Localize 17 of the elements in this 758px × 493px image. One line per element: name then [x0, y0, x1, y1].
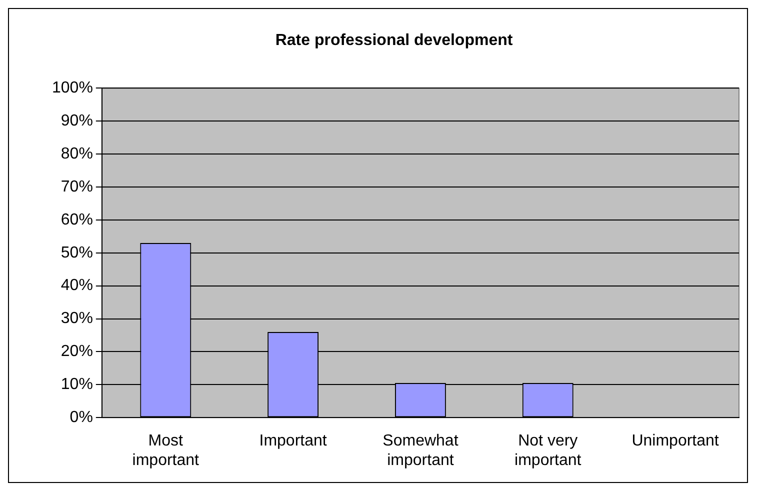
x-tick-label: Not very important: [514, 432, 582, 469]
y-tick-label: 50%: [60, 244, 93, 262]
y-tick-label: 30%: [60, 310, 93, 328]
y-tick-label: 100%: [52, 80, 93, 97]
y-tick-label: 80%: [60, 145, 93, 162]
y-tick-label: 60%: [60, 211, 93, 228]
chart-title: Rate professional development: [275, 32, 514, 50]
y-tick-label: 20%: [60, 343, 93, 360]
y-tick-label: 40%: [60, 277, 93, 294]
x-tick-label: Important: [259, 432, 328, 450]
x-tick-label: Unimportant: [632, 432, 720, 450]
y-tick-label: 70%: [60, 178, 93, 196]
y-tick-label: 10%: [60, 376, 93, 394]
x-tick-label: Somewhat important: [382, 432, 459, 469]
x-tick-label: Most important: [132, 432, 200, 469]
y-tick-label: 90%: [60, 112, 93, 130]
y-tick-label: 0%: [70, 409, 93, 426]
